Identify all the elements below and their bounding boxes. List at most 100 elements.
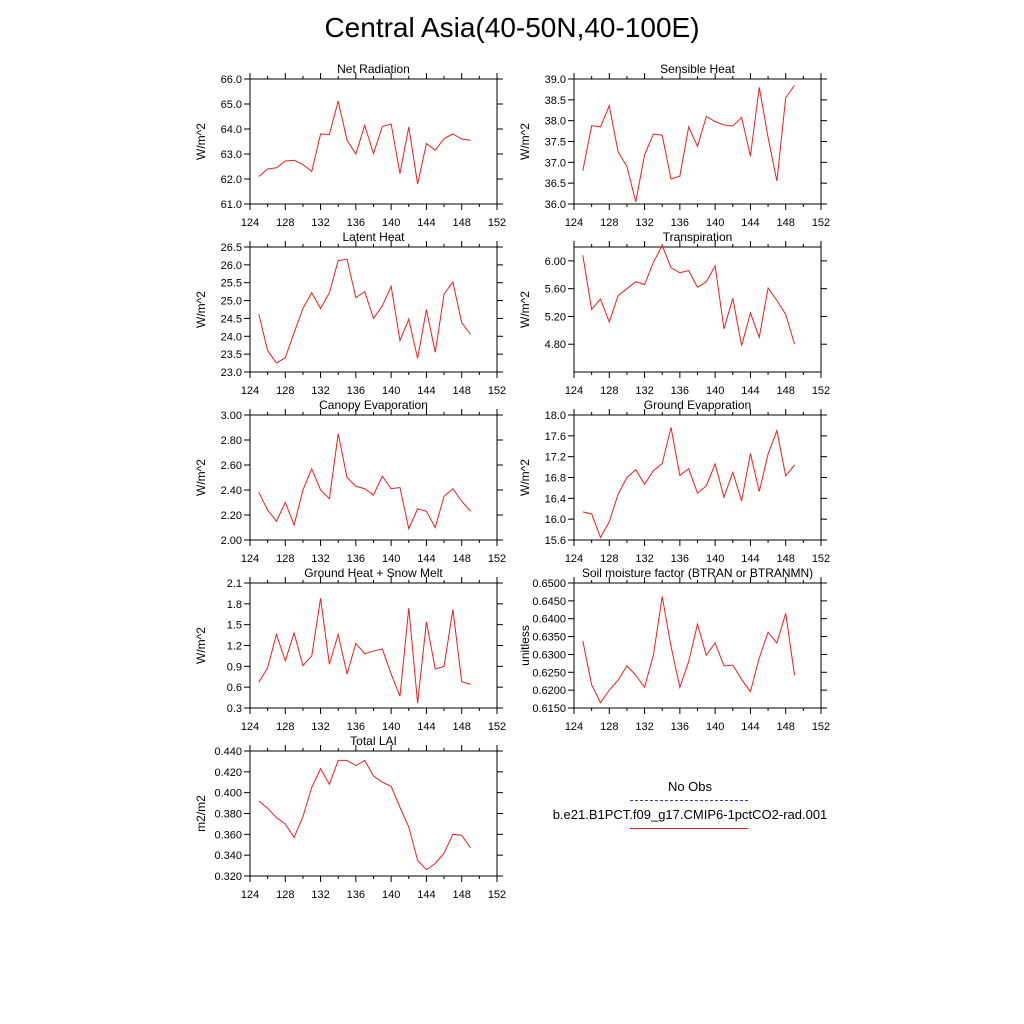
x-tick-label: 128 — [276, 385, 294, 397]
x-tick-label: 144 — [741, 385, 759, 397]
y-tick-label: 37.0 — [545, 157, 566, 169]
x-tick-label: 132 — [635, 217, 653, 229]
plot-frame — [573, 246, 822, 373]
x-tick-label: 124 — [241, 217, 259, 229]
x-tick-label: 148 — [453, 721, 471, 733]
y-tick-label: 38.5 — [545, 95, 566, 107]
x-tick-label: 140 — [706, 217, 724, 229]
y-tick-label: 0.6200 — [532, 685, 566, 697]
x-tick-label: 148 — [453, 385, 471, 397]
x-tick-label: 128 — [276, 217, 294, 229]
chart-panel-2: Sensible Heat W/m^2 124 128 132 136 140 144 148 1… — [518, 62, 830, 229]
y-tick-label: 17.6 — [545, 431, 566, 443]
x-tick-label: 128 — [276, 553, 294, 565]
x-tick-label: 140 — [382, 721, 400, 733]
page-title: Central Asia(40-50N,40-100E) — [324, 12, 700, 43]
y-tick-label: 1.2 — [227, 641, 242, 653]
x-tick-label: 148 — [777, 721, 795, 733]
y-tick-label: 0.400 — [214, 788, 242, 800]
x-tick-label: 136 — [671, 721, 689, 733]
x-tick-label: 140 — [706, 385, 724, 397]
x-tick-label: 152 — [812, 721, 830, 733]
y-tick-label: 0.340 — [214, 850, 242, 862]
y-tick-label: 16.0 — [545, 514, 566, 526]
series-line — [582, 427, 795, 539]
y-tick-label: 0.6300 — [532, 649, 566, 661]
x-tick-label: 128 — [276, 889, 294, 901]
x-tick-label: 132 — [311, 889, 329, 901]
chart-panel-4: Transpiration W/m^2 124 128 132 136 140 144 148 1… — [518, 230, 830, 397]
x-tick-label: 124 — [241, 553, 259, 565]
x-tick-label: 144 — [741, 721, 759, 733]
x-tick-label: 140 — [382, 217, 400, 229]
plot-frame — [249, 78, 498, 205]
y-tick-label: 66.0 — [221, 74, 242, 86]
series-line — [258, 759, 471, 871]
x-tick-label: 144 — [417, 889, 435, 901]
chart-panel-1: Net Radiation W/m^2 124 128 132 136 140 144 148 1… — [194, 62, 506, 229]
y-tick-label: 24.5 — [221, 313, 242, 325]
series-line — [258, 598, 471, 704]
y-tick-label: 64.0 — [221, 124, 242, 136]
x-tick-label: 152 — [812, 217, 830, 229]
legend: No Obs b.e21.B1PCT.f09_g17.CMIP6-1pctCO2… — [520, 778, 860, 834]
x-tick-label: 144 — [417, 721, 435, 733]
chart-title: Transpiration — [663, 230, 733, 244]
y-tick-label: 0.360 — [214, 829, 242, 841]
y-axis-label: W/m^2 — [194, 123, 208, 160]
y-tick-label: 3.00 — [221, 410, 242, 422]
x-tick-label: 152 — [488, 553, 506, 565]
chart-title: Ground Evaporation — [644, 398, 751, 412]
series-line — [258, 100, 471, 185]
x-tick-label: 124 — [565, 385, 583, 397]
chart-title: Soil moisture factor (BTRAN or BTRANMN) — [582, 566, 813, 580]
x-tick-label: 132 — [311, 217, 329, 229]
x-tick-label: 136 — [347, 385, 365, 397]
y-tick-label: 0.6 — [227, 682, 242, 694]
chart-title: Total LAI — [350, 734, 397, 748]
y-tick-label: 2.1 — [227, 578, 242, 590]
chart-title: Net Radiation — [337, 62, 410, 76]
y-tick-label: 26.5 — [221, 242, 242, 254]
x-tick-label: 128 — [600, 553, 618, 565]
x-tick-label: 132 — [311, 385, 329, 397]
x-tick-label: 148 — [777, 217, 795, 229]
x-tick-label: 132 — [311, 721, 329, 733]
y-tick-label: 0.9 — [227, 661, 242, 673]
legend-model-swatch — [520, 824, 860, 834]
y-tick-label: 4.80 — [545, 339, 566, 351]
y-tick-label: 0.320 — [214, 871, 242, 883]
chart-title: Ground Heat + Snow Melt — [304, 566, 443, 580]
series-line — [582, 596, 796, 704]
y-tick-label: 26.0 — [221, 260, 242, 272]
y-axis-label: W/m^2 — [194, 627, 208, 664]
x-tick-label: 124 — [565, 721, 583, 733]
chart-panel-5: Canopy Evaporation W/m^2 124 128 132 136 140 14… — [194, 398, 506, 565]
y-tick-label: 2.40 — [221, 485, 242, 497]
y-tick-label: 17.2 — [545, 452, 566, 464]
x-tick-label: 124 — [565, 553, 583, 565]
y-tick-label: 15.6 — [545, 535, 566, 547]
x-tick-label: 144 — [417, 553, 435, 565]
y-tick-label: 23.5 — [221, 349, 242, 361]
y-tick-label: 0.3 — [227, 703, 242, 715]
x-tick-label: 136 — [347, 553, 365, 565]
y-axis-label: W/m^2 — [194, 291, 208, 328]
y-tick-label: 23.0 — [221, 367, 242, 379]
plot-frame — [249, 750, 498, 877]
series-line — [258, 433, 471, 531]
y-tick-label: 25.0 — [221, 296, 242, 308]
y-tick-label: 36.5 — [545, 178, 566, 190]
y-axis-label: W/m^2 — [518, 291, 532, 328]
chart-panel-8: Soil moisture factor (BTRAN or BTRANMN) u… — [518, 566, 830, 733]
legend-obs-label: No Obs — [667, 779, 713, 794]
chart-panel-7: Ground Heat + Snow Melt W/m^2 124 128 132 136… — [194, 566, 506, 733]
plot-frame — [249, 582, 498, 709]
y-axis-label: m2/m2 — [194, 795, 208, 832]
x-tick-label: 124 — [241, 721, 259, 733]
x-tick-label: 124 — [241, 889, 259, 901]
x-tick-label: 140 — [706, 721, 724, 733]
x-tick-label: 152 — [812, 553, 830, 565]
x-tick-label: 148 — [453, 217, 471, 229]
y-tick-label: 2.60 — [221, 460, 242, 472]
